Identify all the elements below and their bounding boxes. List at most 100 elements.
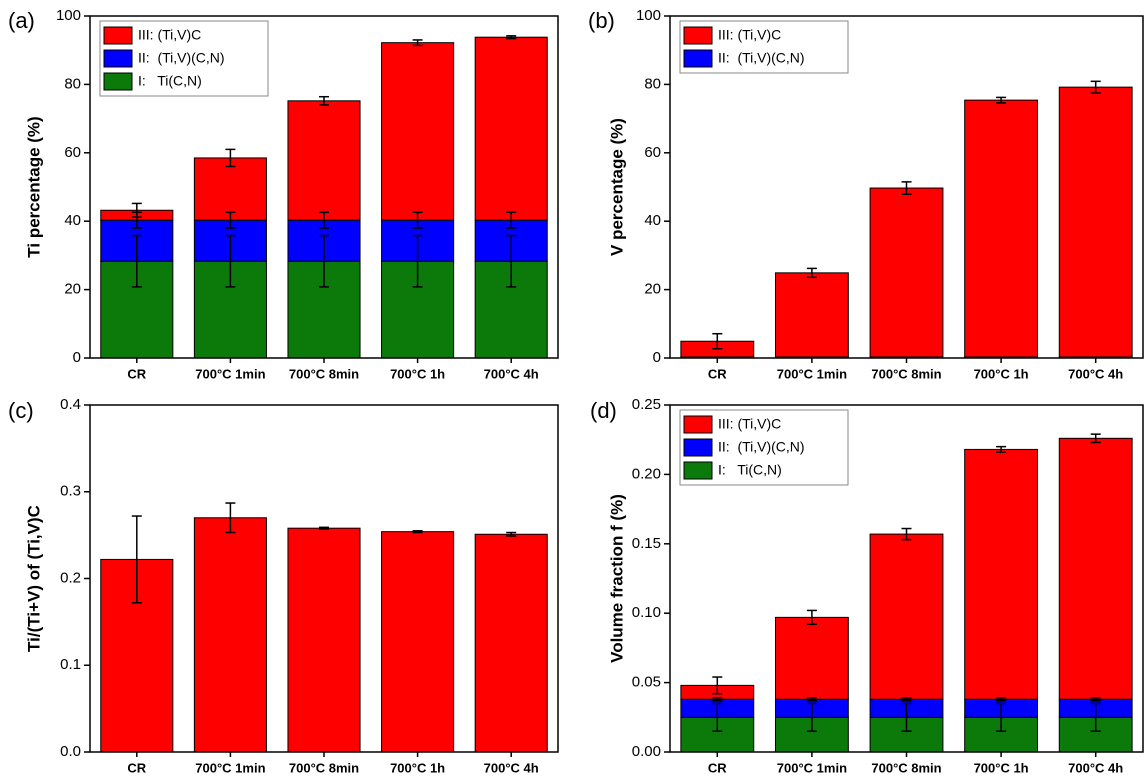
x-tick-label: 700°C 4h [484,366,539,381]
error-bar [996,702,1007,732]
legend-label: III: (Ti,V)C [718,416,781,432]
x-tick-label: 700°C 8min [871,760,941,775]
error-bar [806,267,817,279]
legend-label: I: Ti(C,N) [718,462,782,478]
bar-segment [193,517,267,753]
plot-frame [89,15,559,359]
x-tick-label: 700°C 1min [195,366,265,381]
panel: (d) Volume fraction f (%) 0.00 0.05 0.10 0.15… [590,396,1144,775]
x-tick-label: CR [127,366,146,381]
legend-swatch [683,461,713,480]
legend-swatch [683,26,713,45]
legend-label: II: (Ti,V)(C,N) [138,50,225,66]
legend-label: II: (Ti,V)(C,N) [718,439,805,455]
x-tick-label: 700°C 8min [289,760,359,775]
y-axis-label: V percentage (%) [607,118,626,256]
y-tick-label: 0.2 [60,569,81,586]
error-bar [412,234,423,288]
y-tick-label: 0 [653,349,661,366]
error-bar [412,211,423,229]
x-tick-label: CR [708,760,727,775]
y-tick-label: 40 [644,212,661,229]
error-bar [806,609,817,626]
x-tick-label: 700°C 4h [1068,760,1123,775]
bar-segment [287,527,361,753]
error-bar [901,527,912,541]
bar-segment [869,533,944,700]
y-tick-label: 40 [64,212,81,229]
y-tick-label: 100 [636,7,661,24]
y-tick-label: 0.4 [60,396,81,413]
legend-label: II: (Ti,V)(C,N) [718,50,805,66]
error-bar [712,332,723,350]
error-bar [131,202,142,218]
y-tick-label: 20 [644,281,661,298]
error-bar [225,211,236,229]
error-bar [506,531,517,537]
y-tick-label: 0.1 [60,656,81,673]
y-tick-label: 0.10 [632,604,661,621]
panel: (a) Ti percentage (%) 0 20 40 60 80 100 CR 700°C … [8,7,559,381]
error-bar [319,234,329,288]
bar-segment [381,42,455,221]
y-tick-label: 80 [64,75,81,92]
bar-segment [193,157,267,221]
legend-label: III: (Ti,V)C [718,27,781,43]
panel: (c) Ti/(Ti+V) of (Ti,V)C 0.0 0.1 0.2 0.3 0.4 CR… [8,396,559,775]
bar-segment [1058,86,1133,358]
panel-label: (a) [8,8,35,33]
x-tick-label: 700°C 8min [289,366,359,381]
legend-swatch [103,26,133,45]
y-axis-label: Ti/(Ti+V) of (Ti,V)C [24,505,43,652]
bar-segment [964,99,1039,358]
legend-label: I: Ti(C,N) [138,73,202,89]
y-tick-label: 100 [56,7,81,24]
x-tick-label: 700°C 1min [777,366,847,381]
x-tick-label: 700°C 8min [871,366,941,381]
error-bar [225,148,236,168]
x-tick-label: CR [127,760,146,775]
legend-swatch [683,415,713,434]
error-bar [319,211,329,229]
y-tick-label: 60 [64,144,81,161]
error-bar [712,697,723,702]
plot-frame [669,404,1144,753]
bar-segment [774,272,849,358]
bar-segment [964,448,1039,700]
x-tick-label: 700°C 4h [484,760,539,775]
error-bar [1090,80,1101,94]
error-bar [712,676,723,695]
legend-swatch [683,49,713,68]
panel: (b) V percentage (%) 0 20 40 60 80 100 CR 700°C 1… [588,7,1144,381]
error-bar [225,234,236,288]
bar-segment [474,36,548,221]
legend-swatch [103,49,133,68]
error-bar [131,515,142,604]
error-bar [712,702,723,732]
error-bar [996,697,1007,702]
error-bar [901,181,912,195]
bar-segment [381,531,455,753]
panel-label: (d) [590,398,617,423]
x-tick-label: 700°C 1h [390,760,445,775]
x-tick-label: 700°C 1min [195,760,265,775]
y-axis-label: Volume fraction f (%) [607,494,626,663]
bar-segment [474,533,548,753]
y-tick-label: 0.00 [632,743,661,760]
error-bar [1090,433,1101,444]
bar-segment [869,187,944,358]
y-tick-label: 60 [644,144,661,161]
error-bar [225,502,236,534]
error-bar [319,95,329,106]
bar-segment [1058,437,1133,700]
legend-label: III: (Ti,V)C [138,27,201,43]
y-tick-label: 0.15 [632,535,661,552]
error-bar [996,445,1007,453]
x-tick-label: 700°C 1min [777,760,847,775]
plot-frame [89,404,559,753]
x-tick-label: 700°C 1h [974,366,1029,381]
error-bar [806,702,817,732]
y-tick-label: 0.25 [632,396,661,413]
y-tick-label: 0 [73,349,81,366]
y-tick-label: 80 [644,75,661,92]
